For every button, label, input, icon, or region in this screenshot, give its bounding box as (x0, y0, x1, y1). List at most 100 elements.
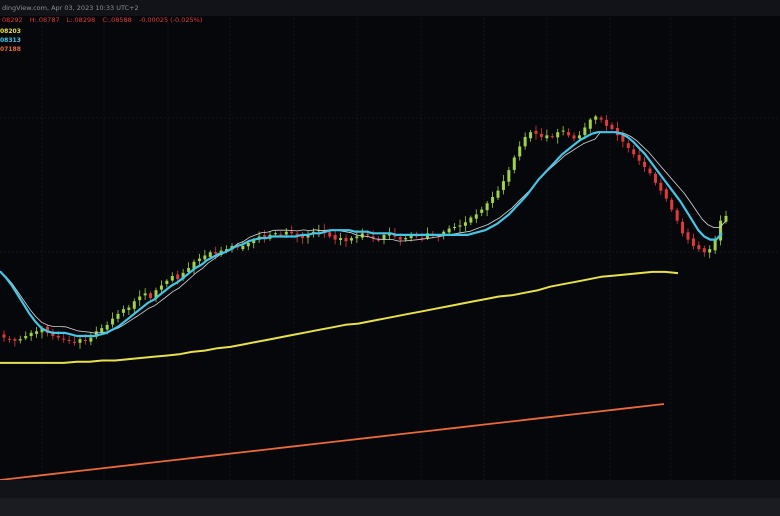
candle-29 (159, 285, 163, 290)
candle-98 (534, 130, 538, 134)
candle-81 (442, 231, 446, 236)
candle-84 (458, 225, 462, 227)
candle-28 (154, 290, 158, 299)
candle-111 (605, 119, 609, 126)
x-axis-bar (0, 480, 780, 498)
candle-97 (529, 132, 533, 139)
candle-21 (116, 313, 120, 319)
candle-83 (453, 227, 457, 228)
candle-15 (83, 340, 87, 342)
candle-112 (610, 124, 614, 130)
candle-38 (208, 252, 212, 257)
candle-108 (588, 119, 592, 129)
candle-55 (301, 235, 305, 239)
candle-50 (273, 233, 277, 235)
candle-36 (197, 258, 201, 262)
candle-119 (648, 168, 652, 174)
ma-label-1: 08203 (0, 28, 21, 35)
candle-123 (670, 199, 674, 210)
candle-77 (420, 237, 424, 239)
candle-25 (138, 296, 142, 301)
candle-8 (45, 326, 49, 333)
ma-label-3: 07188 (0, 46, 21, 53)
candle-11 (62, 338, 66, 340)
candle-118 (643, 161, 647, 167)
candle-23 (127, 307, 131, 310)
ohlc-high: H:.08787 (29, 16, 60, 24)
candle-64 (349, 238, 353, 241)
candle-110 (599, 117, 603, 120)
candle-33 (181, 272, 185, 279)
chart-source-line: dingView.com, Apr 03, 2023 10:33 UTC+2 (2, 4, 144, 12)
candle-60 (328, 232, 332, 237)
ma-line-yellow (0, 270, 679, 364)
candle-1 (7, 338, 11, 340)
candle-96 (523, 136, 527, 147)
candle-114 (621, 134, 625, 142)
candle-70 (382, 234, 386, 240)
candle-65 (355, 236, 359, 239)
top-toolbar (0, 0, 780, 16)
ma-line-orange (0, 403, 665, 481)
candle-124 (675, 210, 679, 221)
candle-125 (681, 221, 685, 234)
candle-45 (246, 242, 250, 247)
ma-label-2: 08313 (0, 37, 21, 44)
candle-115 (626, 143, 630, 148)
candle-109 (594, 116, 598, 120)
candle-85 (463, 222, 467, 226)
candle-20 (111, 318, 115, 325)
candle-22 (121, 309, 125, 313)
candle-35 (192, 261, 196, 270)
candle-91 (496, 190, 500, 198)
candle-34 (187, 268, 191, 272)
ohlc-close: C:.08588 (102, 16, 132, 24)
candle-90 (491, 196, 495, 203)
candle-51 (279, 234, 283, 236)
candle-46 (252, 239, 256, 244)
candle-94 (512, 157, 516, 170)
candle-132 (719, 220, 723, 241)
candle-122 (664, 189, 668, 199)
candle-87 (474, 214, 478, 219)
candle-5 (29, 332, 33, 337)
candle-44 (241, 245, 245, 250)
ohlc-change: -0.00025 (-0.025%) (138, 16, 203, 24)
candle-106 (577, 135, 581, 139)
candle-75 (409, 234, 413, 239)
candle-53 (290, 231, 294, 234)
candle-12 (67, 340, 71, 342)
candle-107 (583, 127, 587, 136)
candle-129 (702, 248, 706, 253)
candle-0 (2, 334, 6, 338)
candle-82 (447, 228, 451, 233)
ohlc-open: 08292 (2, 16, 23, 24)
candle-19 (105, 324, 109, 330)
candle-131 (713, 239, 717, 251)
candle-7 (40, 328, 44, 333)
candle-63 (344, 238, 348, 242)
candle-10 (56, 335, 60, 338)
candle-27 (149, 293, 153, 299)
candle-66 (360, 233, 364, 238)
candle-6 (35, 331, 39, 334)
candle-2 (13, 339, 17, 341)
candle-16 (89, 337, 93, 342)
candle-127 (691, 238, 695, 246)
candle-14 (78, 339, 82, 343)
candle-95 (518, 146, 522, 157)
candle-101 (550, 136, 554, 138)
candle-30 (165, 280, 169, 285)
candle-93 (507, 170, 511, 182)
candle-117 (637, 154, 641, 161)
candle-48 (263, 235, 267, 239)
candle-103 (561, 130, 565, 132)
candle-105 (572, 135, 576, 139)
ohlc-low: L:.08298 (66, 16, 96, 24)
candle-69 (377, 239, 381, 241)
candle-73 (398, 236, 402, 240)
candle-92 (501, 181, 505, 190)
candle-71 (387, 233, 391, 236)
